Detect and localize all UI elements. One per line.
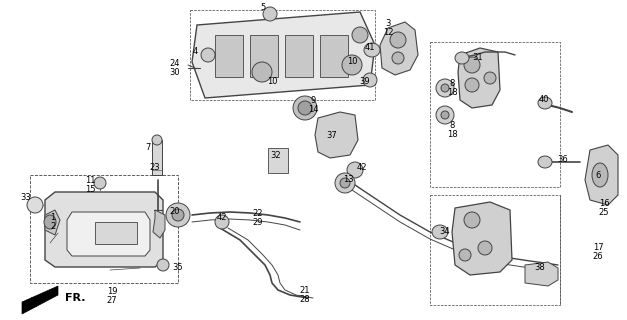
Text: 10: 10 bbox=[347, 58, 357, 67]
Polygon shape bbox=[315, 112, 358, 158]
Text: 38: 38 bbox=[535, 263, 545, 273]
Ellipse shape bbox=[252, 62, 272, 82]
Ellipse shape bbox=[478, 241, 492, 255]
Ellipse shape bbox=[538, 97, 552, 109]
Polygon shape bbox=[67, 212, 150, 256]
Bar bbox=[30, 175, 178, 283]
Ellipse shape bbox=[215, 215, 229, 229]
Ellipse shape bbox=[484, 72, 496, 84]
Ellipse shape bbox=[166, 203, 190, 227]
Ellipse shape bbox=[459, 249, 471, 261]
Text: 35: 35 bbox=[172, 263, 183, 273]
Polygon shape bbox=[525, 262, 558, 286]
Ellipse shape bbox=[392, 52, 404, 64]
Polygon shape bbox=[452, 202, 512, 275]
Text: FR.: FR. bbox=[65, 293, 85, 303]
Text: 42: 42 bbox=[357, 164, 367, 172]
Ellipse shape bbox=[347, 162, 363, 178]
Ellipse shape bbox=[390, 32, 406, 48]
Bar bbox=[95, 222, 137, 244]
Polygon shape bbox=[458, 48, 500, 108]
Polygon shape bbox=[585, 145, 618, 205]
Polygon shape bbox=[45, 192, 163, 267]
Polygon shape bbox=[320, 35, 348, 77]
Ellipse shape bbox=[464, 57, 480, 73]
Ellipse shape bbox=[441, 111, 449, 119]
Ellipse shape bbox=[436, 106, 454, 124]
Text: 7: 7 bbox=[145, 143, 150, 153]
Ellipse shape bbox=[44, 215, 56, 229]
Bar bbox=[430, 42, 560, 187]
Ellipse shape bbox=[298, 101, 312, 115]
Bar bbox=[268, 148, 288, 173]
Ellipse shape bbox=[432, 225, 448, 239]
Polygon shape bbox=[22, 286, 58, 314]
Ellipse shape bbox=[455, 52, 469, 64]
Text: 37: 37 bbox=[327, 131, 337, 140]
Ellipse shape bbox=[363, 73, 377, 87]
Text: 4: 4 bbox=[192, 47, 198, 57]
Text: 8
18: 8 18 bbox=[446, 121, 457, 139]
Polygon shape bbox=[45, 210, 60, 235]
Bar bbox=[430, 195, 560, 305]
Text: 32: 32 bbox=[271, 150, 282, 159]
Polygon shape bbox=[215, 35, 243, 77]
Ellipse shape bbox=[340, 178, 350, 188]
Ellipse shape bbox=[364, 43, 380, 57]
Polygon shape bbox=[153, 210, 165, 238]
Ellipse shape bbox=[441, 84, 449, 92]
Ellipse shape bbox=[201, 48, 215, 62]
Text: 22
29: 22 29 bbox=[253, 209, 263, 227]
Text: 13: 13 bbox=[343, 175, 353, 185]
Text: 8
18: 8 18 bbox=[446, 79, 457, 97]
Polygon shape bbox=[380, 22, 418, 75]
Text: 19
27: 19 27 bbox=[107, 287, 117, 305]
Ellipse shape bbox=[436, 79, 454, 97]
Text: 34: 34 bbox=[440, 228, 450, 236]
Ellipse shape bbox=[152, 135, 162, 145]
Text: 1
2: 1 2 bbox=[50, 213, 56, 231]
Bar bbox=[152, 140, 162, 175]
Text: 33: 33 bbox=[21, 194, 31, 203]
Text: 40: 40 bbox=[539, 95, 549, 105]
Ellipse shape bbox=[464, 212, 480, 228]
Ellipse shape bbox=[172, 209, 184, 221]
Ellipse shape bbox=[27, 197, 43, 213]
Ellipse shape bbox=[263, 7, 277, 21]
Text: 5: 5 bbox=[260, 4, 266, 12]
Ellipse shape bbox=[293, 96, 317, 120]
Ellipse shape bbox=[94, 177, 106, 189]
Text: 20: 20 bbox=[170, 207, 180, 217]
Ellipse shape bbox=[342, 55, 362, 75]
Ellipse shape bbox=[157, 259, 169, 271]
Text: 10: 10 bbox=[266, 77, 277, 86]
Polygon shape bbox=[250, 35, 278, 77]
Text: 6: 6 bbox=[595, 171, 601, 180]
Ellipse shape bbox=[335, 173, 355, 193]
Text: 11
15: 11 15 bbox=[85, 176, 95, 194]
Text: 21
28: 21 28 bbox=[300, 286, 310, 304]
Polygon shape bbox=[192, 12, 375, 98]
Text: 36: 36 bbox=[557, 156, 568, 164]
Ellipse shape bbox=[465, 78, 479, 92]
Text: 24
30: 24 30 bbox=[170, 59, 181, 77]
Ellipse shape bbox=[592, 163, 608, 187]
Text: 9
14: 9 14 bbox=[308, 96, 319, 114]
Text: 16
25: 16 25 bbox=[599, 199, 609, 217]
Text: 39: 39 bbox=[360, 77, 371, 86]
Text: 41: 41 bbox=[365, 44, 375, 52]
Text: 42: 42 bbox=[217, 213, 227, 222]
Polygon shape bbox=[285, 35, 313, 77]
Ellipse shape bbox=[538, 156, 552, 168]
Ellipse shape bbox=[352, 27, 368, 43]
Text: 31: 31 bbox=[473, 52, 483, 61]
Text: 3
12: 3 12 bbox=[382, 19, 393, 37]
Text: 17
26: 17 26 bbox=[593, 243, 603, 261]
Text: 23: 23 bbox=[150, 164, 161, 172]
